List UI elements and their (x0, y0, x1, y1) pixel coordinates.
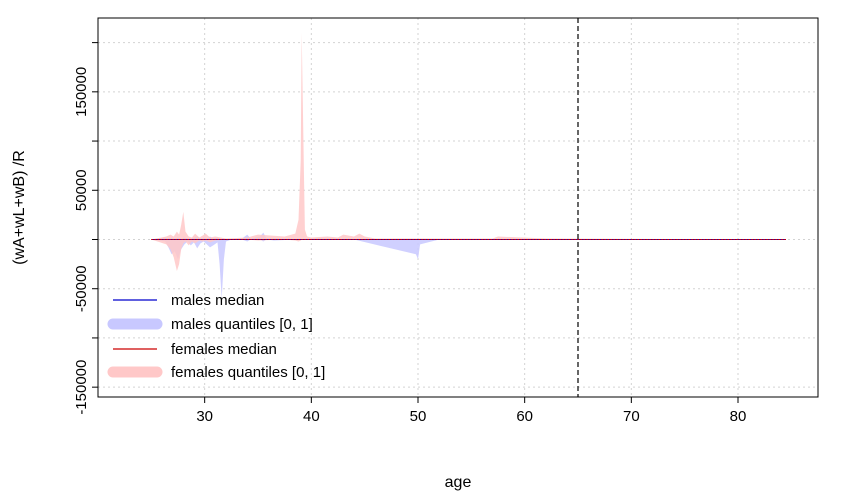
y-tick-label: 150000 (73, 67, 90, 117)
y-tick-label: -150000 (73, 360, 90, 415)
legend-label: males quantiles [0, 1] (171, 316, 313, 333)
y-tick-label: 50000 (73, 169, 90, 211)
y-tick-label: -50000 (73, 265, 90, 312)
legend: males median males quantiles [0, 1] female… (107, 292, 325, 381)
x-tick-label: 40 (303, 408, 320, 425)
x-tick-label: 50 (410, 408, 427, 425)
x-tick-label: 60 (516, 408, 533, 425)
legend-label: females quantiles [0, 1] (171, 364, 325, 381)
x-tick-label: 70 (623, 408, 640, 425)
axes: 30 40 50 60 70 80 -150000 -50000 50000 150000 (73, 42, 747, 425)
x-tick-label: 80 (730, 408, 747, 425)
quantile-bands (151, 32, 787, 299)
legend-label: females median (171, 341, 277, 358)
legend-label: males median (171, 292, 264, 309)
x-axis-label: age (445, 474, 472, 491)
y-axis-label: (wA+wL+wB) /R (11, 150, 28, 265)
x-tick-label: 30 (196, 408, 213, 425)
